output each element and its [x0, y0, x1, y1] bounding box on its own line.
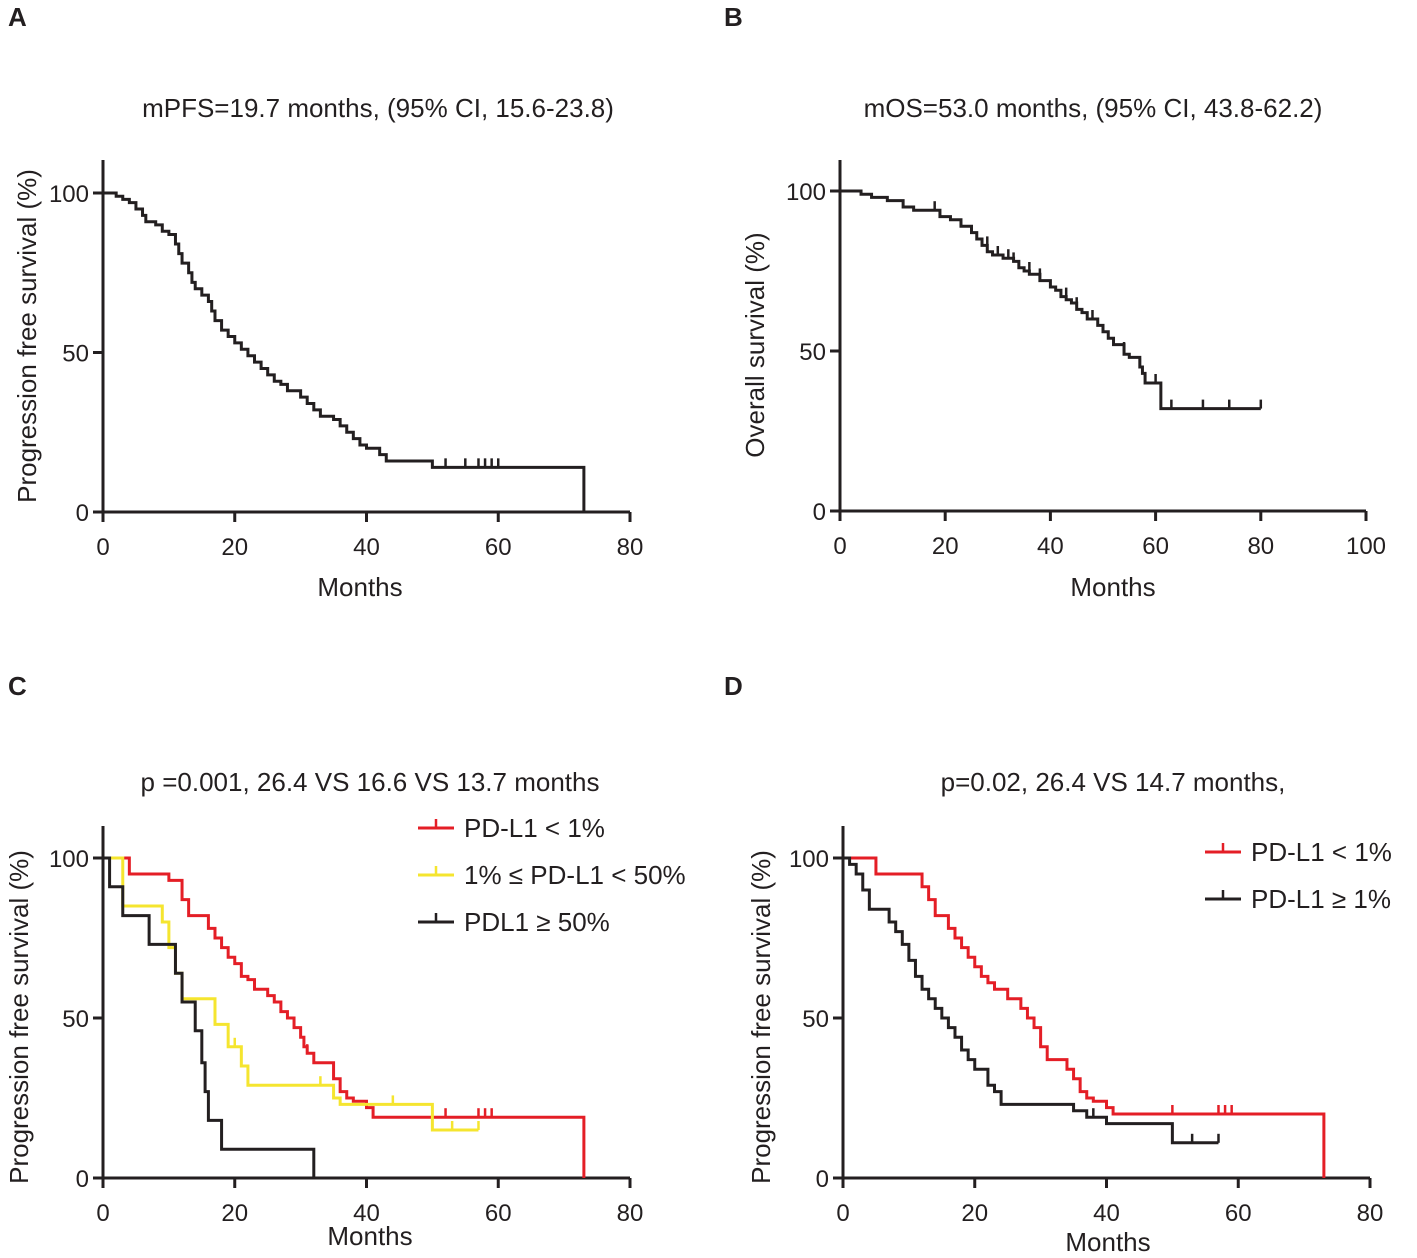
legend-item-1: PD-L1 < 1% [1205, 837, 1392, 867]
x-axis-label-a: Months [317, 572, 402, 602]
y-tick-label: 50 [62, 341, 89, 368]
panel-c: C p =0.001, 26.4 VS 16.6 VS 13.7 months … [4, 671, 686, 1251]
x-tick-label: 80 [617, 534, 644, 561]
panel-b: B mOS=53.0 months, (95% CI, 43.8-62.2) 0… [724, 2, 1386, 602]
survival-curve-1 [840, 189, 1261, 411]
y-tick-label: 100 [789, 846, 829, 873]
legend-item-2: 1% ≤ PD-L1 < 50% [418, 860, 686, 890]
y-tick-label: 0 [76, 500, 89, 527]
y-axis-label-c: Progression free survival (%) [4, 850, 34, 1184]
chart-title-d: p=0.02, 26.4 VS 14.7 months, [941, 767, 1286, 797]
survival-curve-2 [843, 856, 1219, 1145]
x-tick-label: 40 [1037, 533, 1064, 560]
y-tick-label: 100 [49, 181, 89, 208]
x-tick-label: 100 [1346, 533, 1386, 560]
y-tick-label: 100 [49, 846, 89, 873]
y-tick-label: 0 [816, 1166, 829, 1193]
plot-area-b: 0 20 40 60 80 100 0 50 100 [786, 160, 1386, 560]
x-tick-label: 20 [932, 533, 959, 560]
survival-curve-3 [103, 856, 316, 1178]
x-axis-label-d: Months [1065, 1227, 1150, 1257]
legend-label: PD-L1 < 1% [464, 813, 605, 843]
y-tick-label: 50 [62, 1006, 89, 1033]
x-tick-label: 0 [96, 534, 109, 561]
panel-d: D p=0.02, 26.4 VS 14.7 months, 0 20 40 60 80… [724, 671, 1392, 1257]
legend-label: PD-L1 < 1% [1251, 837, 1392, 867]
legend-label: 1% ≤ PD-L1 < 50% [464, 860, 686, 890]
x-tick-label: 20 [221, 1200, 248, 1227]
legend-item-3: PDL1 ≥ 50% [418, 907, 610, 937]
y-tick-label: 0 [813, 499, 826, 526]
legend-label: PDL1 ≥ 50% [464, 907, 610, 937]
survival-curve-1 [103, 191, 586, 512]
y-tick-label: 50 [799, 339, 826, 366]
panel-letter-b: B [724, 2, 743, 32]
chart-title-b: mOS=53.0 months, (95% CI, 43.8-62.2) [864, 93, 1323, 123]
y-tick-label: 50 [802, 1006, 829, 1033]
panel-letter-d: D [724, 671, 743, 701]
legend-label: PD-L1 ≥ 1% [1251, 884, 1391, 914]
x-tick-label: 0 [833, 533, 846, 560]
x-tick-label: 60 [485, 534, 512, 561]
y-tick-label: 0 [76, 1166, 89, 1193]
plot-area-d: 0 20 40 60 80 0 50 100 [789, 826, 1383, 1227]
x-tick-label: 60 [485, 1200, 512, 1227]
legend-item-1: PD-L1 < 1% [418, 813, 605, 843]
x-tick-label: 0 [836, 1200, 849, 1227]
x-tick-label: 80 [1247, 533, 1274, 560]
y-axis-label-d: Progression free survival (%) [746, 850, 776, 1184]
chart-title-a: mPFS=19.7 months, (95% CI, 15.6-23.8) [142, 93, 614, 123]
survival-curve-2 [103, 856, 479, 1132]
y-axis-label-a: Progression free survival (%) [12, 169, 42, 503]
x-tick-label: 80 [1357, 1200, 1384, 1227]
x-tick-label: 20 [961, 1200, 988, 1227]
y-axis-label-b: Overall survival (%) [740, 232, 770, 457]
x-tick-label: 40 [353, 1200, 380, 1227]
plot-area-c: 0 20 40 60 80 0 50 100 [49, 826, 643, 1227]
survival-curve-1 [843, 856, 1326, 1178]
x-axis-label-b: Months [1070, 572, 1155, 602]
x-axis-label-c: Months [327, 1221, 412, 1251]
x-tick-label: 40 [353, 534, 380, 561]
x-tick-label: 60 [1225, 1200, 1252, 1227]
legend-c: PD-L1 < 1% 1% ≤ PD-L1 < 50% PDL1 ≥ 50% [418, 813, 686, 937]
legend-d: PD-L1 < 1% PD-L1 ≥ 1% [1205, 837, 1392, 914]
x-tick-label: 60 [1142, 533, 1169, 560]
x-tick-label: 40 [1093, 1200, 1120, 1227]
panel-a: A mPFS=19.7 months, (95% CI, 15.6-23.8) … [8, 2, 643, 602]
x-tick-label: 20 [221, 534, 248, 561]
chart-title-c: p =0.001, 26.4 VS 16.6 VS 13.7 months [141, 767, 600, 797]
x-tick-label: 0 [96, 1200, 109, 1227]
plot-area-a: 0 20 40 60 80 0 50 100 [49, 160, 643, 561]
panel-letter-c: C [8, 671, 27, 701]
survival-curve-1 [103, 856, 586, 1178]
legend-item-2: PD-L1 ≥ 1% [1205, 884, 1391, 914]
x-tick-label: 80 [617, 1200, 644, 1227]
panel-letter-a: A [8, 2, 27, 32]
y-tick-label: 100 [786, 179, 826, 206]
